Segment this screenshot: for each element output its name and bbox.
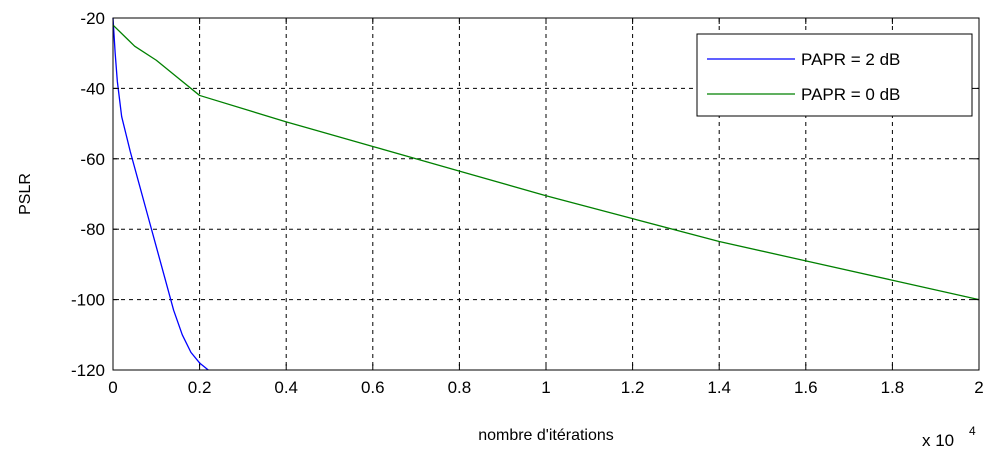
legend: PAPR = 2 dB PAPR = 0 dB (696, 33, 973, 117)
series-lines (112, 17, 980, 371)
x-multiplier-base: x 10 (922, 431, 954, 450)
y-tick-label: -20 (80, 9, 105, 28)
y-axis-label: PSLR (17, 173, 34, 215)
x-tick-labels: 0 0.2 0.4 0.6 0.8 1 1.2 1.4 1.6 1.8 2 (108, 378, 983, 397)
axis-ticks (112, 17, 980, 371)
series-line-0 (112, 17, 209, 371)
y-tick-label: -40 (80, 79, 105, 98)
x-tick-label: 2 (974, 378, 983, 397)
x-tick-label: 1.6 (794, 378, 818, 397)
x-tick-label: 0.2 (188, 378, 212, 397)
x-axis-multiplier: x 10 4 (922, 424, 976, 450)
x-tick-label: 1.2 (621, 378, 645, 397)
y-tick-labels: -120 -100 -80 -60 -40 -20 (71, 9, 105, 380)
x-tick-label: 1.8 (881, 378, 905, 397)
x-tick-label: 1 (541, 378, 550, 397)
legend-box (696, 33, 973, 117)
y-tick-label: -80 (80, 220, 105, 239)
x-tick-label: 0.6 (361, 378, 385, 397)
y-tick-label: -100 (71, 291, 105, 310)
y-tick-label: -120 (71, 361, 105, 380)
x-tick-label: 0.8 (448, 378, 472, 397)
x-multiplier-exponent: 4 (969, 424, 976, 438)
legend-label-papr-0db: PAPR = 0 dB (801, 85, 900, 104)
y-tick-label: -60 (80, 150, 105, 169)
x-tick-label: 0.4 (274, 378, 298, 397)
x-axis-label: nombre d'itérations (478, 427, 614, 444)
x-tick-label: 1.4 (707, 378, 731, 397)
legend-label-papr-2db: PAPR = 2 dB (801, 50, 900, 69)
series-line-1 (112, 24, 980, 301)
x-tick-label: 0 (108, 378, 117, 397)
